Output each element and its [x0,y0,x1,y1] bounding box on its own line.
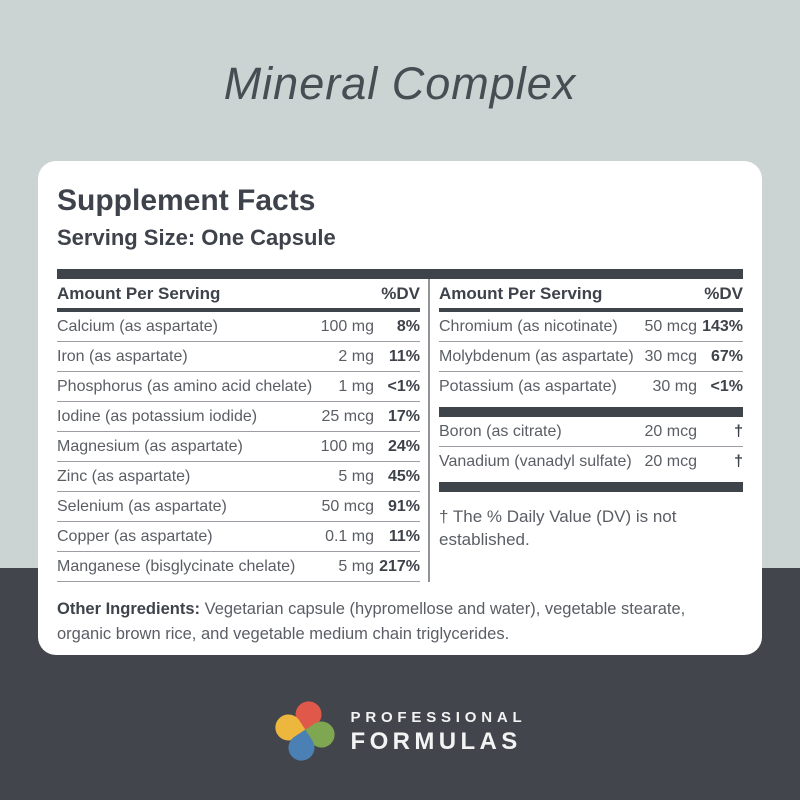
nutrient-dv: 17% [387,407,420,425]
facts-table: Amount Per Serving %DV Calcium (as aspar… [57,279,743,582]
nutrient-row: Copper (as aspartate) 0.1 mg 11% [57,522,420,552]
nutrient-name: Zinc (as aspartate) [57,467,191,485]
nutrient-row: Magnesium (as aspartate) 100 mg 24% [57,432,420,462]
supplement-facts-title: Supplement Facts [57,184,316,217]
nutrient-row: Calcium (as aspartate) 100 mg 8% [57,312,420,342]
other-ingredients: Other Ingredients: Vegetarian capsule (h… [57,597,743,647]
column-header-left: Amount Per Serving %DV [57,279,420,312]
dv-label: %DV [704,283,743,303]
nutrient-name: Manganese (bisglycinate chelate) [57,557,296,575]
nutrient-name: Iron (as aspartate) [57,347,188,365]
nutrient-amount: 50 mcg [644,317,697,335]
nutrient-rows-right-bottom: Boron (as citrate) 20 mcg † Vanadium (va… [439,417,743,477]
dv-label: %DV [381,283,420,303]
brand-name: PROFESSIONAL FORMULAS [351,708,527,755]
nutrient-dv: <1% [387,377,420,395]
brand-logo: PROFESSIONAL FORMULAS [0,696,800,766]
nutrient-amount: 0.1 mg [325,527,374,545]
nutrient-dv: 24% [387,437,420,455]
nutrient-row: Iodine (as potassium iodide) 25 mcg 17% [57,402,420,432]
nutrient-name: Potassium (as aspartate) [439,378,617,395]
divider-thick-top [57,269,743,279]
nutrient-dv: 217% [379,557,420,575]
nutrient-amount: 25 mcg [321,407,374,425]
nutrient-name: Phosphorus (as amino acid chelate) [57,377,312,395]
nutrient-dv: 67% [710,347,743,365]
nutrient-name: Calcium (as aspartate) [57,317,218,335]
nutrient-amount: 5 mg [338,467,374,485]
facts-column-left: Amount Per Serving %DV Calcium (as aspar… [57,279,420,582]
nutrient-row: Potassium (as aspartate) 30 mg <1% [439,372,743,402]
nutrient-name: Selenium (as aspartate) [57,497,227,515]
other-ingredients-text: Vegetarian capsule (hypromellose and wat… [57,600,686,643]
nutrient-name: Boron (as citrate) [439,422,562,440]
nutrient-dv: 45% [387,467,420,485]
facts-column-right: Amount Per Serving %DV Chromium (as nico… [428,279,743,582]
nutrient-dv: † [734,453,743,470]
nutrient-row: Chromium (as nicotinate) 50 mcg 143% [439,312,743,342]
nutrient-row: Manganese (bisglycinate chelate) 5 mg 21… [57,552,420,582]
brand-flower-icon [268,694,342,768]
dv-footnote: † The % Daily Value (DV) is not establis… [439,507,677,549]
amount-per-serving-label: Amount Per Serving [439,283,603,303]
nutrient-name: Magnesium (as aspartate) [57,437,243,455]
column-header-right: Amount Per Serving %DV [439,279,743,312]
nutrient-dv: 143% [702,317,743,335]
nutrient-row: Molybdenum (as aspartate) 30 mcg 67% [439,342,743,372]
nutrient-rows-left: Calcium (as aspartate) 100 mg 8% Iron (a… [57,312,420,582]
nutrient-amount: 30 mcg [644,347,697,365]
divider-thick-mid-1 [439,407,743,417]
nutrient-amount: 5 mg [338,557,374,575]
nutrient-dv: † [734,422,743,440]
nutrient-amount: 20 mcg [644,422,697,440]
product-title: Mineral Complex [223,58,577,109]
nutrient-amount: 30 mg [652,378,697,395]
brand-name-line1: PROFESSIONAL [350,708,527,726]
amount-per-serving-label: Amount Per Serving [57,283,221,303]
nutrient-dv: 8% [396,317,420,335]
nutrient-name: Chromium (as nicotinate) [439,317,618,335]
nutrient-amount: 50 mcg [321,497,374,515]
nutrient-row: Selenium (as aspartate) 50 mcg 91% [57,492,420,522]
other-ingredients-label: Other Ingredients: [57,600,201,618]
brand-name-line2: FORMULAS [350,727,522,755]
nutrient-row: Boron (as citrate) 20 mcg † [439,417,743,447]
nutrient-amount: 100 mg [320,317,374,335]
nutrient-row: Zinc (as aspartate) 5 mg 45% [57,462,420,492]
supplement-facts-card: Supplement Facts Serving Size: One Capsu… [38,161,762,655]
nutrient-dv: 91% [387,497,420,515]
nutrient-row: Phosphorus (as amino acid chelate) 1 mg … [57,372,420,402]
nutrient-row: Iron (as aspartate) 2 mg 11% [57,342,420,372]
nutrient-name: Copper (as aspartate) [57,527,213,545]
nutrient-rows-right-top: Chromium (as nicotinate) 50 mcg 143% Mol… [439,312,743,402]
nutrient-amount: 2 mg [338,347,374,365]
divider-thick-mid-2 [439,482,743,492]
nutrient-row: Vanadium (vanadyl sulfate) 20 mcg † [439,447,743,477]
nutrient-amount: 100 mg [320,437,374,455]
nutrient-name: Vanadium (vanadyl sulfate) [439,453,632,470]
nutrient-amount: 20 mcg [644,453,697,470]
nutrient-name: Molybdenum (as aspartate) [439,347,634,365]
nutrient-dv: 11% [388,347,420,365]
serving-size: Serving Size: One Capsule [57,225,336,250]
nutrient-dv: 11% [388,527,420,545]
nutrient-amount: 1 mg [338,377,374,395]
nutrient-name: Iodine (as potassium iodide) [57,407,258,425]
nutrient-dv: <1% [710,378,743,395]
